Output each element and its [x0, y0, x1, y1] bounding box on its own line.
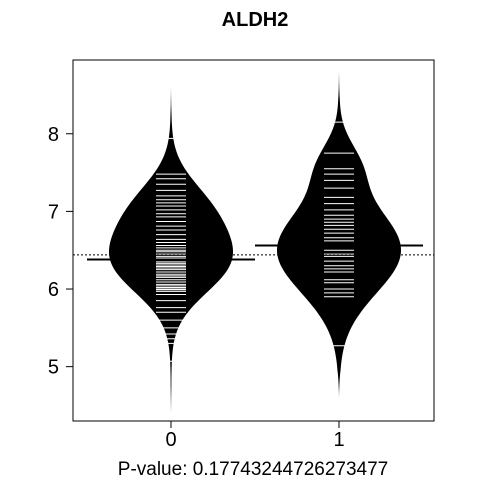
bean-density-1 [277, 71, 401, 398]
beans-layer [87, 71, 423, 414]
y-tick-label: 7 [48, 201, 59, 223]
y-axis: 5 6 7 8 [48, 124, 73, 379]
y-tick-label: 8 [48, 124, 59, 146]
bean-group-0 [87, 87, 255, 414]
x-tick-label: 0 [165, 429, 176, 451]
chart-title: ALDH2 [222, 9, 289, 31]
plot-frame [72, 59, 435, 422]
y-tick-label: 6 [48, 279, 59, 301]
x-axis-label: P-value: 0.17743244726273477 [118, 459, 388, 480]
x-tick-label: 1 [333, 429, 344, 451]
y-tick-label: 5 [48, 357, 59, 379]
bean-group-1 [255, 71, 423, 398]
